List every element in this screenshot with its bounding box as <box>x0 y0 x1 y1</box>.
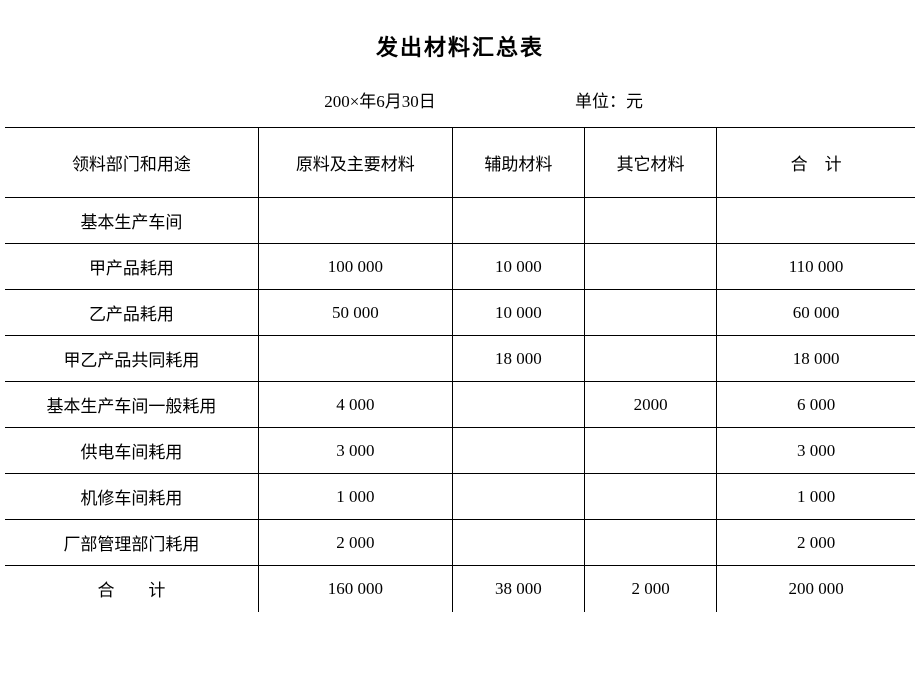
cell-aux <box>452 428 584 474</box>
col-header-total: 合 计 <box>717 128 915 198</box>
cell-dept: 基本生产车间 <box>5 198 258 244</box>
cell-dept: 机修车间耗用 <box>5 474 258 520</box>
table-row-total: 合 计 160 000 38 000 2 000 200 000 <box>5 566 915 612</box>
cell-dept: 合 计 <box>5 566 258 612</box>
cell-raw: 100 000 <box>258 244 452 290</box>
col-header-raw: 原料及主要材料 <box>258 128 452 198</box>
table-row: 基本生产车间一般耗用 4 000 2000 6 000 <box>5 382 915 428</box>
cell-total: 18 000 <box>717 336 915 382</box>
cell-aux <box>452 198 584 244</box>
cell-total <box>717 198 915 244</box>
col-header-other: 其它材料 <box>584 128 716 198</box>
table-row: 乙产品耗用 50 000 10 000 60 000 <box>5 290 915 336</box>
cell-dept: 供电车间耗用 <box>5 428 258 474</box>
table-row: 供电车间耗用 3 000 3 000 <box>5 428 915 474</box>
cell-aux <box>452 382 584 428</box>
cell-aux: 10 000 <box>452 290 584 336</box>
cell-other <box>584 520 716 566</box>
unit-label: 单位：元 <box>575 87 835 112</box>
col-header-aux: 辅助材料 <box>452 128 584 198</box>
cell-total: 60 000 <box>717 290 915 336</box>
cell-raw: 1 000 <box>258 474 452 520</box>
cell-dept: 甲乙产品共同耗用 <box>5 336 258 382</box>
col-header-dept: 领料部门和用途 <box>5 128 258 198</box>
cell-aux: 38 000 <box>452 566 584 612</box>
cell-other <box>584 244 716 290</box>
cell-raw: 2 000 <box>258 520 452 566</box>
cell-other: 2 000 <box>584 566 716 612</box>
cell-other <box>584 198 716 244</box>
cell-raw: 4 000 <box>258 382 452 428</box>
cell-other <box>584 428 716 474</box>
cell-aux: 18 000 <box>452 336 584 382</box>
cell-total: 110 000 <box>717 244 915 290</box>
cell-dept: 乙产品耗用 <box>5 290 258 336</box>
materials-table: 领料部门和用途 原料及主要材料 辅助材料 其它材料 合 计 基本生产车间 甲产品… <box>5 127 915 612</box>
cell-dept: 甲产品耗用 <box>5 244 258 290</box>
cell-raw <box>258 198 452 244</box>
table-row: 厂部管理部门耗用 2 000 2 000 <box>5 520 915 566</box>
cell-total: 1 000 <box>717 474 915 520</box>
cell-other <box>584 336 716 382</box>
cell-dept: 厂部管理部门耗用 <box>5 520 258 566</box>
cell-other <box>584 474 716 520</box>
cell-dept: 基本生产车间一般耗用 <box>5 382 258 428</box>
cell-total: 2 000 <box>717 520 915 566</box>
table-row: 甲产品耗用 100 000 10 000 110 000 <box>5 244 915 290</box>
table-row: 甲乙产品共同耗用 18 000 18 000 <box>5 336 915 382</box>
report-date: 200×年6月30日 <box>85 87 575 112</box>
page-title: 发出材料汇总表 <box>5 30 915 62</box>
cell-other <box>584 290 716 336</box>
cell-total: 200 000 <box>717 566 915 612</box>
cell-raw: 3 000 <box>258 428 452 474</box>
cell-total: 6 000 <box>717 382 915 428</box>
cell-aux: 10 000 <box>452 244 584 290</box>
table-header-row: 领料部门和用途 原料及主要材料 辅助材料 其它材料 合 计 <box>5 128 915 198</box>
table-row: 机修车间耗用 1 000 1 000 <box>5 474 915 520</box>
cell-aux <box>452 474 584 520</box>
cell-raw: 160 000 <box>258 566 452 612</box>
cell-raw <box>258 336 452 382</box>
table-row: 基本生产车间 <box>5 198 915 244</box>
subheader: 200×年6月30日 单位：元 <box>5 87 915 112</box>
cell-raw: 50 000 <box>258 290 452 336</box>
cell-aux <box>452 520 584 566</box>
cell-total: 3 000 <box>717 428 915 474</box>
cell-other: 2000 <box>584 382 716 428</box>
